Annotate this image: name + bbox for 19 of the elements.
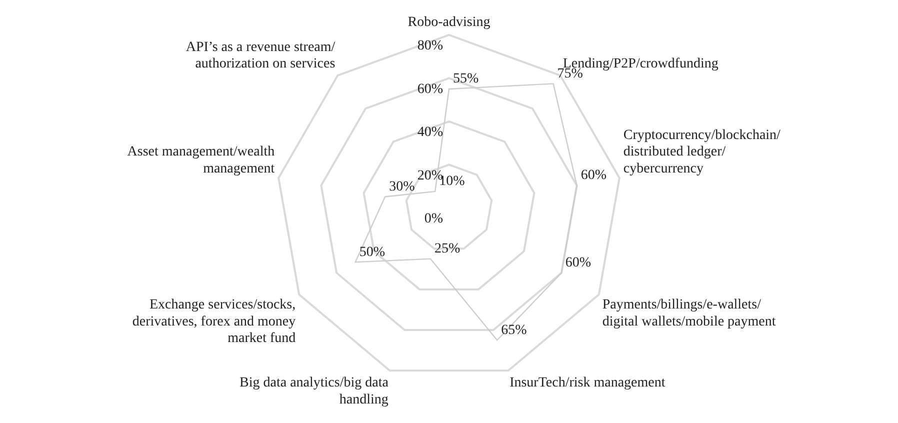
data-label: 65% xyxy=(501,322,528,338)
spoke-label: Payments/billings/e-wallets/ digital wallets/mobile payment xyxy=(602,298,776,330)
spoke-label: Robo-advising xyxy=(408,15,490,30)
spoke-label: Cryptocurrency/blockchain/ distributed ledger/ cybercurrency xyxy=(623,128,781,177)
data-label: 60% xyxy=(565,256,592,271)
data-label: 30% xyxy=(389,179,416,194)
y-tick-label: 80% xyxy=(417,38,444,54)
data-label: 25% xyxy=(434,241,460,256)
spoke-label: Asset management/wealth management xyxy=(127,144,275,177)
data-label: 50% xyxy=(359,244,386,260)
spoke-label: InsurTech/risk management xyxy=(510,375,666,390)
spoke-label: API’s as a revenue stream/ authorization on services xyxy=(186,40,336,72)
spoke-label: Exchange services/stocks, derivatives, forex and money market fund xyxy=(132,298,296,346)
y-tick-label: 40% xyxy=(417,125,444,140)
data-label: 55% xyxy=(453,72,479,87)
y-tick-label: 60% xyxy=(417,82,444,97)
y-tick-label: 0% xyxy=(424,212,444,227)
data-label: 60% xyxy=(580,168,607,184)
spoke-label: Big data analytics/big data handling xyxy=(240,375,390,408)
